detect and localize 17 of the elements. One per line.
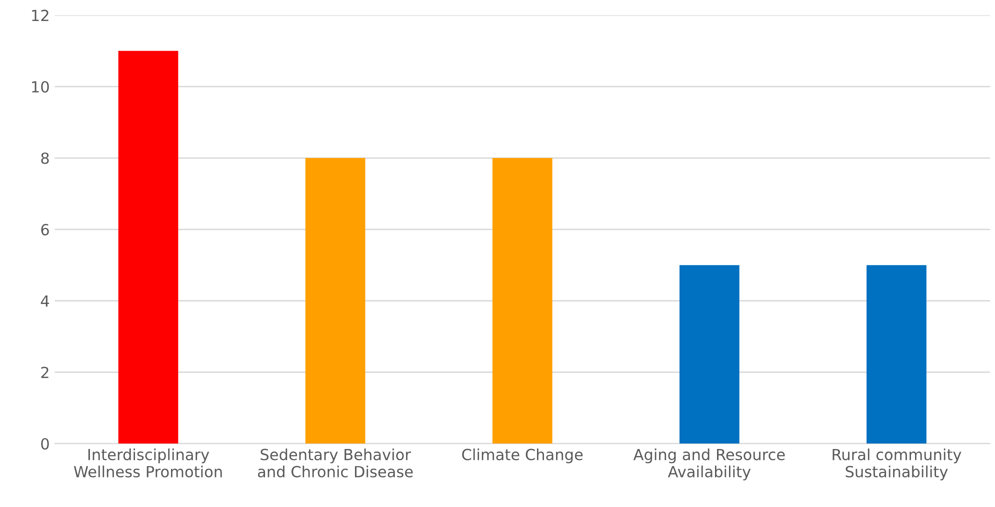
y-tick-label: 6 <box>41 224 49 236</box>
x-tick-label: Aging and Resource Availability <box>633 448 785 480</box>
bar <box>118 50 178 444</box>
x-tick-label: Rural community Sustainability <box>832 448 962 480</box>
x-tick-label: Interdisciplinary Wellness Promotion <box>74 448 222 478</box>
y-tick-label: 12 <box>32 10 48 22</box>
y-tick-label: 0 <box>41 438 49 450</box>
y-tick-label: 10 <box>32 81 49 93</box>
y-tick-label: 2 <box>41 366 48 378</box>
y-tick-label: 8 <box>41 152 49 164</box>
bar <box>305 158 366 444</box>
bar <box>866 265 926 444</box>
bar <box>680 265 740 444</box>
bar <box>492 158 552 444</box>
x-tick-label: Climate Change <box>462 448 583 464</box>
x-tick-label: Sedentary Behavior and Chronic Disease <box>258 448 413 478</box>
y-tick-label: 4 <box>40 295 50 307</box>
